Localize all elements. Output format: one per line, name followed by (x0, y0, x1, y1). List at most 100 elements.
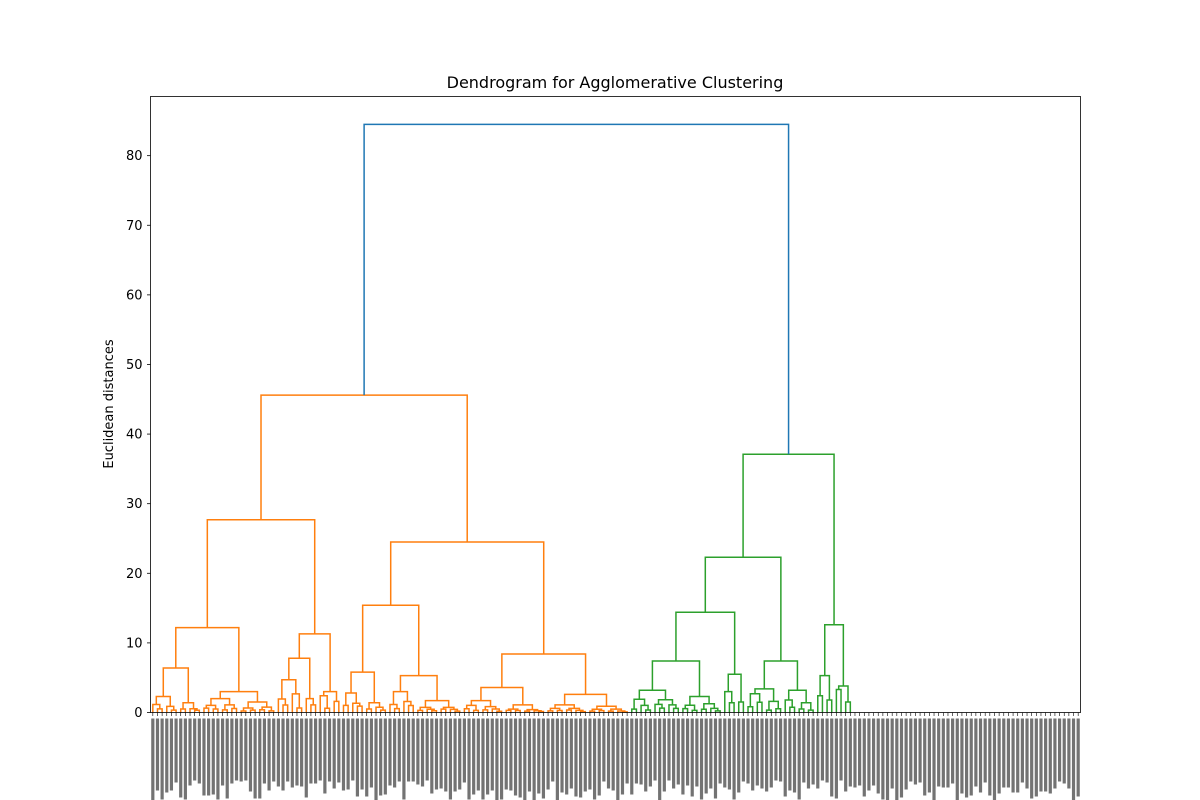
leaf-label (630, 718, 634, 795)
leaf-label (1057, 718, 1062, 782)
dendrogram-link (291, 693, 301, 713)
leaf-label (416, 718, 420, 785)
leaf-label (746, 718, 750, 784)
dendrogram-link (640, 704, 649, 713)
dendrogram-link (684, 704, 696, 711)
leaf-label (997, 718, 1001, 794)
leaf-label (304, 718, 308, 798)
leaf-label (695, 718, 699, 787)
dendrogram-link (754, 688, 775, 702)
dendrogram-link (155, 695, 172, 707)
leaf-label (300, 718, 304, 787)
leaf-label (509, 718, 513, 791)
leaf-label (160, 718, 164, 800)
leaf-label (439, 718, 443, 789)
leaf-label (602, 718, 606, 782)
dendrogram-link (714, 710, 721, 713)
leaf-label (899, 718, 904, 798)
dendrogram-link (826, 699, 833, 713)
dendrogram-link (756, 701, 763, 713)
dendrogram-link (361, 604, 420, 676)
leaf-label (393, 718, 397, 788)
chart-title: Dendrogram for Agglomerative Clustering (447, 73, 784, 92)
leaf-label (579, 718, 583, 798)
leaf-label (272, 718, 276, 782)
leaf-label (941, 718, 945, 788)
leaf-label (234, 718, 239, 781)
dendrogram-link (407, 704, 414, 713)
dendrogram-link (703, 703, 716, 710)
dendrogram-link (356, 705, 363, 713)
leaf-label (537, 718, 541, 794)
leaf-label (913, 718, 918, 785)
dendrogram-link (156, 708, 163, 713)
leaf-label (681, 718, 685, 795)
leaf-label (592, 718, 597, 800)
dendrogram-link (389, 703, 398, 713)
dendrogram-link (700, 708, 707, 713)
leaf-label (974, 718, 978, 787)
dendrogram-link (575, 709, 584, 713)
leaf-label (183, 718, 187, 800)
dendrogram-link (784, 699, 793, 713)
dendrogram-link (363, 123, 790, 455)
leaf-label (644, 718, 648, 792)
leaf-label (313, 718, 318, 784)
leaf-label (918, 718, 922, 783)
leaf-label (258, 718, 262, 799)
dendrogram-link (565, 709, 573, 713)
leaf-label (355, 718, 360, 797)
leaf-label (811, 718, 815, 785)
leaf-label (220, 718, 225, 786)
leaf-label (337, 718, 341, 783)
dendrogram-link (324, 707, 331, 713)
leaf-label (732, 718, 736, 800)
dendrogram-link (512, 704, 534, 710)
leaf-label (458, 718, 462, 790)
dendrogram-link (837, 685, 849, 703)
dendrogram-link (737, 701, 745, 713)
leaf-label (648, 718, 652, 787)
dendrogram-link (322, 690, 338, 702)
leaf-label (834, 718, 838, 799)
dendrogram-link (296, 707, 303, 713)
dendrogram-link (554, 704, 575, 709)
leaf-label (876, 718, 880, 794)
leaf-label (369, 718, 373, 788)
dendrogram-link (298, 633, 331, 692)
leaf-label (434, 718, 439, 790)
dendrogram-link (824, 624, 845, 687)
leaf-label (230, 718, 234, 784)
leaf-label (760, 718, 764, 789)
leaf-label (360, 718, 364, 790)
dendrogram-link (365, 708, 373, 713)
leaf-label (946, 718, 950, 788)
leaf-label (504, 718, 508, 790)
dendrogram-link (724, 690, 733, 713)
dendrogram-link (368, 702, 381, 710)
leaf-label (402, 718, 406, 800)
leaf-label (964, 718, 969, 798)
dendrogram-link (689, 695, 710, 706)
dendrogram-link (152, 703, 161, 713)
leaf-label (676, 718, 680, 785)
dendrogram-link (170, 709, 177, 713)
leaf-label (895, 718, 899, 800)
dendrogram-link (704, 556, 782, 661)
leaf-label (513, 718, 518, 796)
dendrogram-link (205, 704, 217, 710)
leaf-label (1025, 718, 1029, 789)
dendrogram-link (514, 709, 521, 713)
leaf-label (202, 718, 206, 796)
dendrogram-link (261, 706, 273, 711)
leaf-label (927, 718, 931, 793)
dendrogram-link (282, 704, 289, 713)
dendrogram-link (763, 660, 799, 691)
leaf-label (885, 718, 890, 800)
leaf-label (448, 718, 453, 800)
dendrogram-link (596, 705, 617, 710)
leaf-label (588, 718, 592, 790)
leaf-label (634, 718, 639, 784)
dendrogram-link (631, 708, 638, 713)
leaf-label (774, 718, 778, 781)
